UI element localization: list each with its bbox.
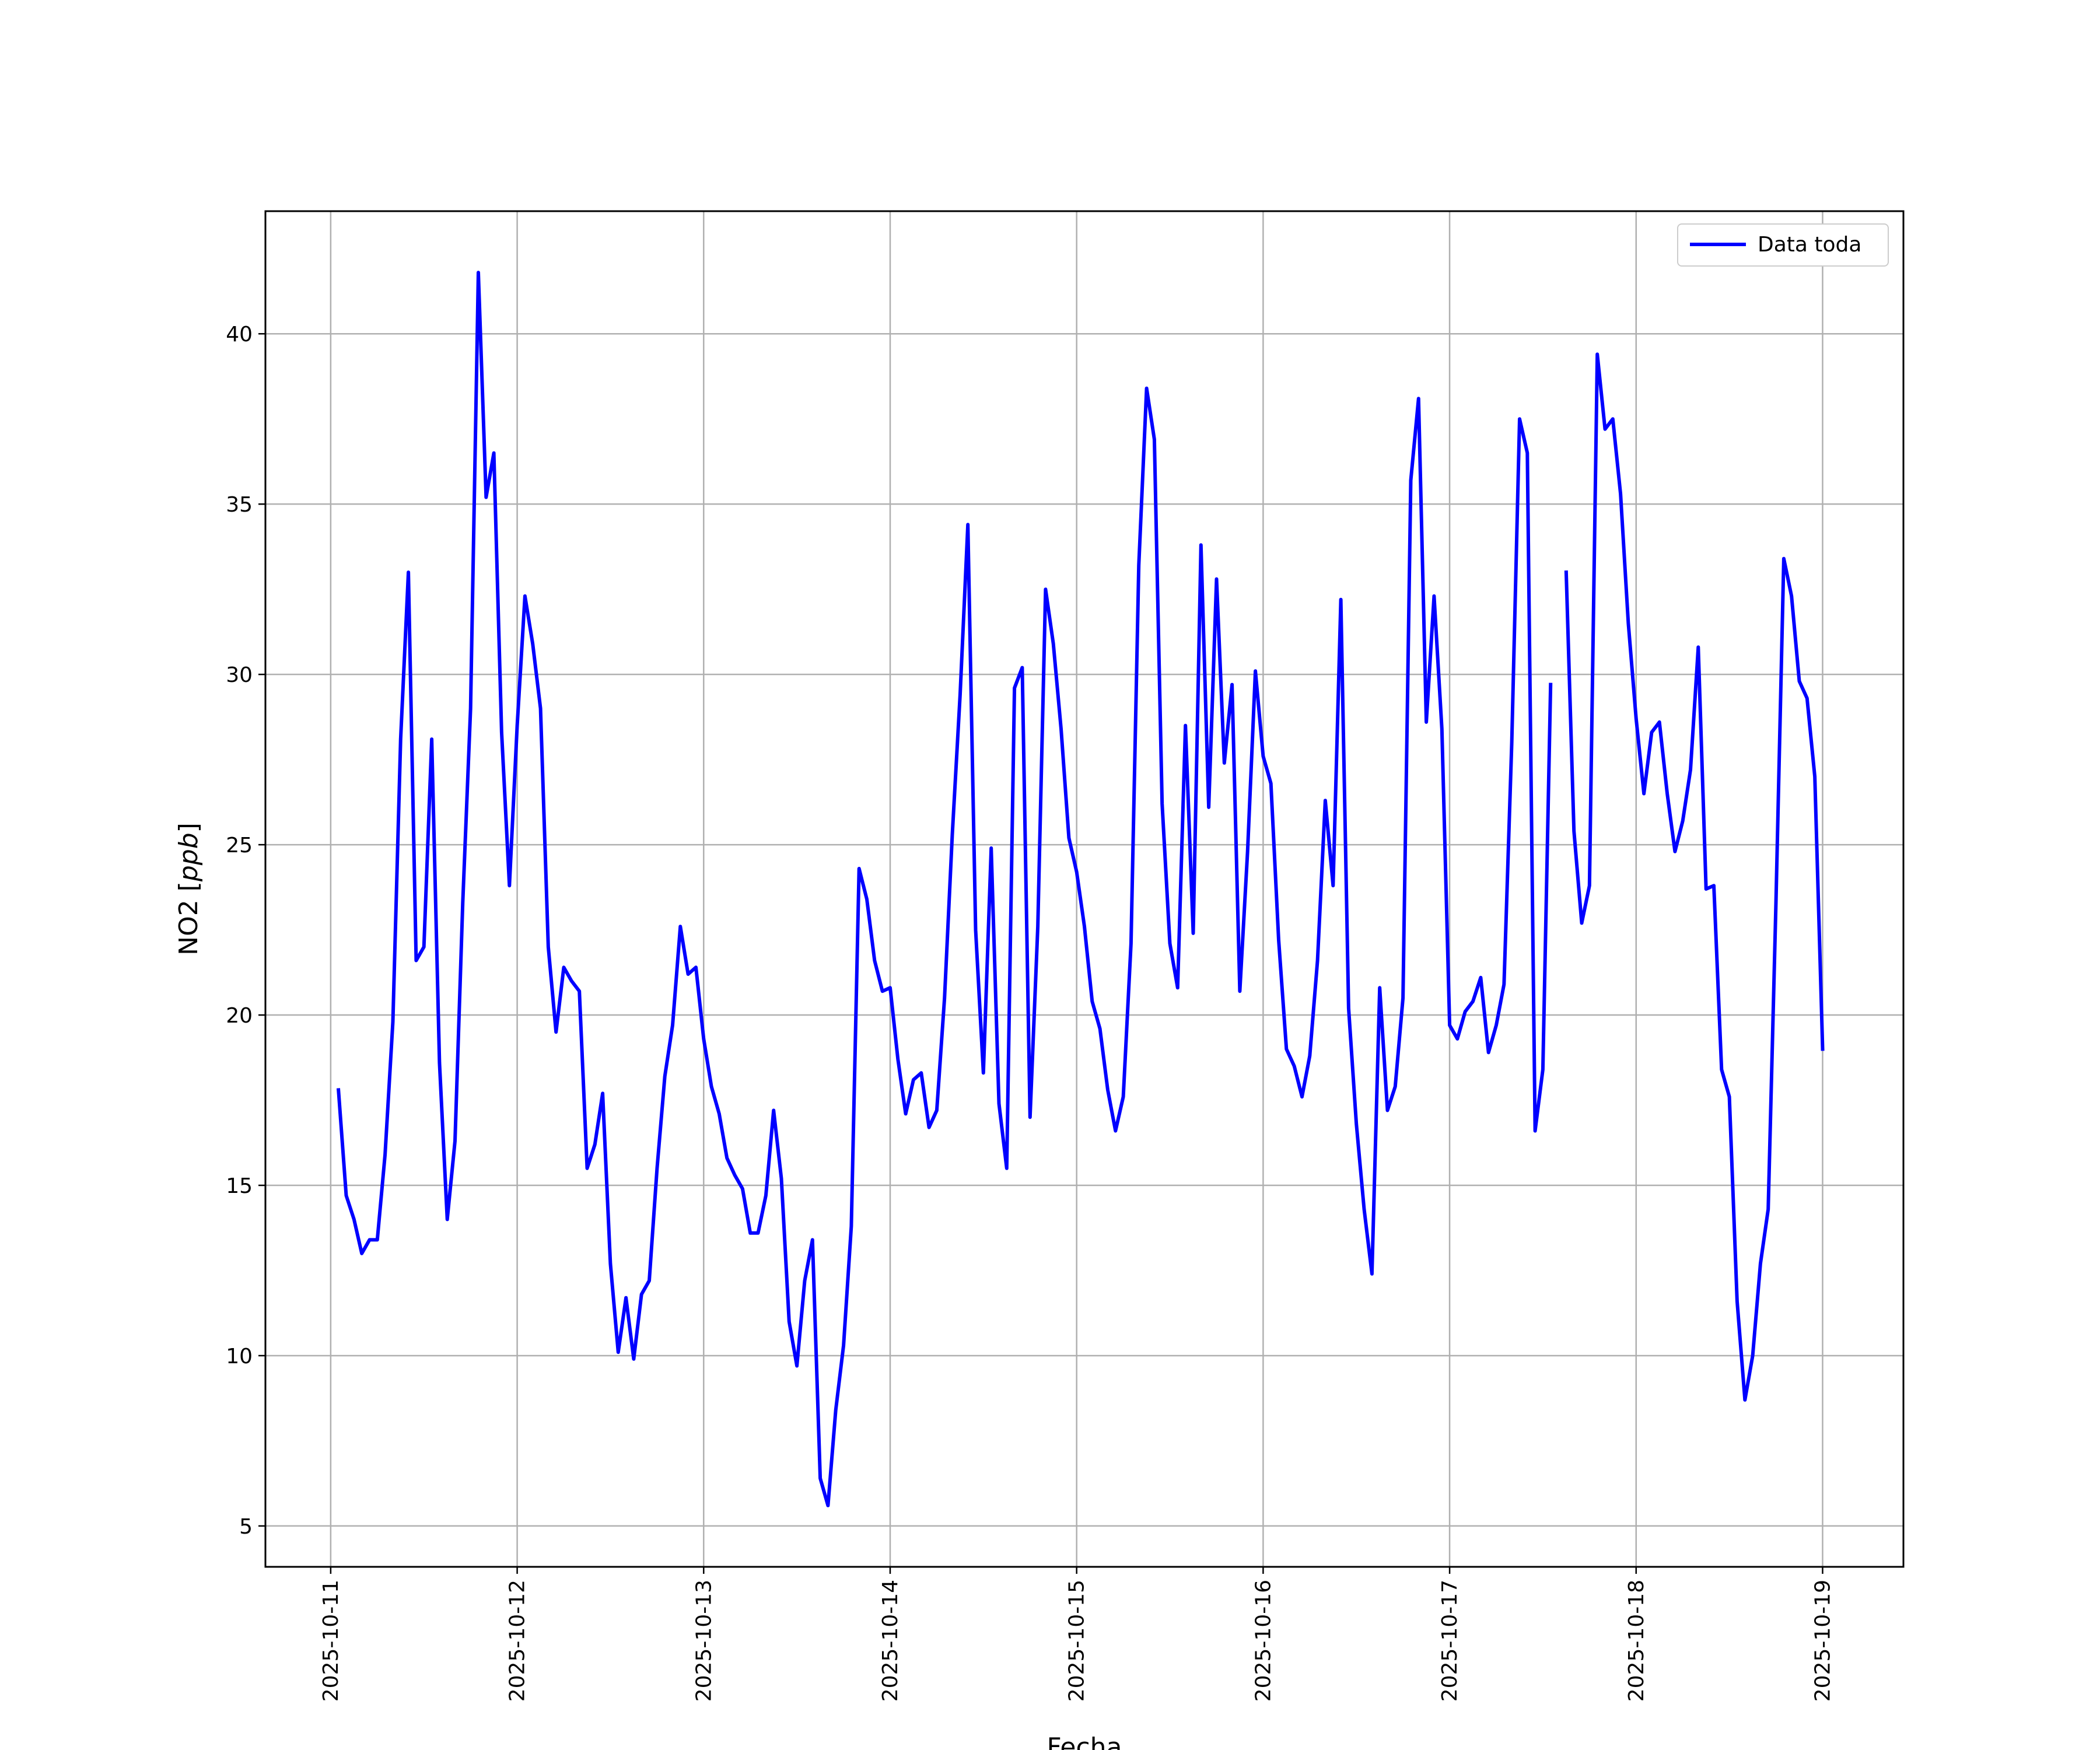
legend-box <box>1677 223 1889 267</box>
x-tick-label: 2025-10-16 <box>1251 1580 1275 1702</box>
x-tick-label: 2025-10-19 <box>1811 1580 1835 1702</box>
plot-frame <box>264 210 1905 1568</box>
x-tick-label: 2025-10-13 <box>692 1580 716 1702</box>
legend-label-data-toda: Data toda <box>1758 233 1861 257</box>
x-tick-label: 2025-10-14 <box>878 1580 902 1702</box>
legend: Data toda <box>1677 223 1889 267</box>
x-tick-label: 2025-10-17 <box>1438 1580 1462 1702</box>
y-tick-label: 20 <box>226 1004 253 1028</box>
x-tick-label: 2025-10-15 <box>1065 1580 1089 1702</box>
series-layer <box>336 271 1825 1507</box>
y-axis-label-quantity: NO2 [ <box>174 881 204 956</box>
y-tick-label: 10 <box>226 1345 253 1368</box>
x-tick-label: 2025-10-12 <box>506 1580 530 1702</box>
axis-ticks: 2025-10-11 2025-10-12 2025-10-13 2025-10-14… <box>226 323 1835 1702</box>
y-tick-label: 35 <box>226 493 253 517</box>
y-tick-label: 25 <box>226 834 253 858</box>
x-tick-label: 2025-10-11 <box>319 1580 343 1702</box>
y-axis-label-unit: ppb <box>174 832 204 882</box>
x-axis-label: Fecha <box>1046 1732 1122 1750</box>
series-line-data-toda <box>336 271 1553 1507</box>
y-tick-label: 30 <box>226 663 253 687</box>
series-line-data-toda <box>1564 352 1825 1402</box>
y-tick-label: 40 <box>226 323 253 346</box>
grid-lines <box>265 211 1903 1567</box>
y-tick-label: 15 <box>226 1174 253 1198</box>
y-tick-label: 5 <box>239 1515 253 1539</box>
y-axis-label: NO2 [ppb] <box>174 822 204 956</box>
x-tick-label: 2025-10-18 <box>1625 1580 1648 1702</box>
